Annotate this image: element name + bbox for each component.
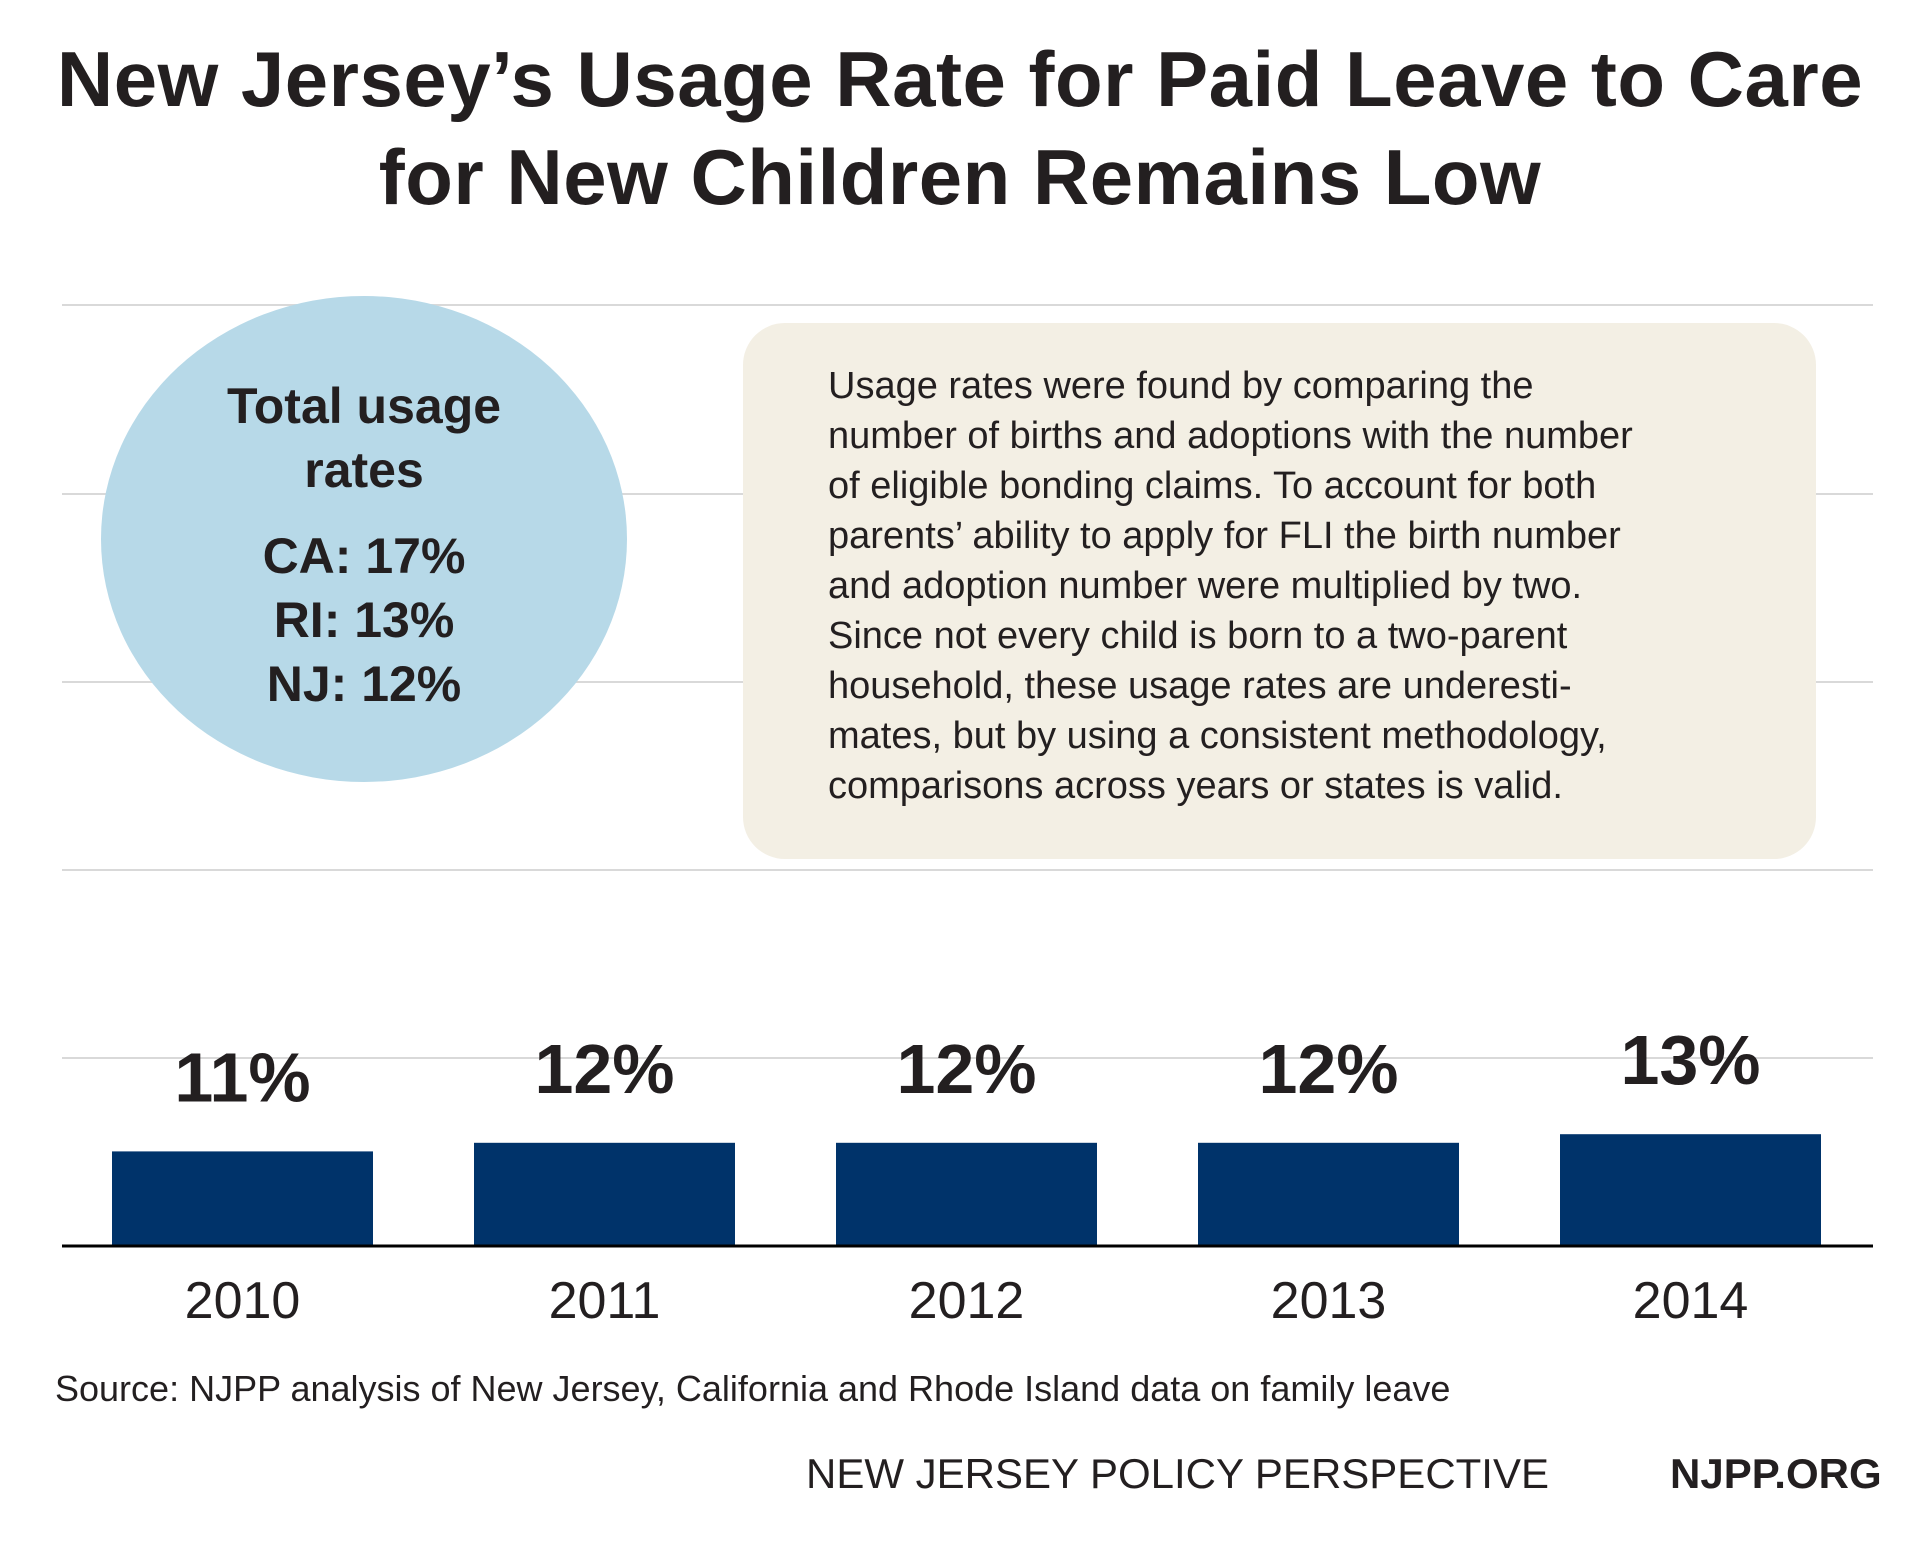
note-line: comparisons across years or states is va… [828, 765, 1563, 807]
rate-ca: CA: 17% [262, 528, 466, 584]
note-line: and adoption number were multiplied by t… [828, 565, 1583, 607]
note-line: number of births and adoptions with the … [828, 415, 1633, 457]
value-label-2010: 11% [174, 1038, 310, 1116]
x-tick-label-2012: 2012 [909, 1272, 1025, 1330]
title-line-2: for New Children Remains Low [378, 133, 1542, 221]
callout-rates: CA: 17% RI: 13% NJ: 12% [101, 524, 627, 716]
bars [112, 1134, 1821, 1246]
x-tick-label-2013: 2013 [1271, 1272, 1387, 1330]
value-labels: 11% 12% 12% 12% 13% [174, 1021, 1760, 1116]
x-tick-labels: 2010 2011 2012 2013 2014 [185, 1272, 1749, 1330]
footer-url: NJPP.ORG [1670, 1450, 1882, 1497]
x-tick-label-2010: 2010 [185, 1272, 301, 1330]
note-line: household, these usage rates are underes… [828, 665, 1572, 707]
x-tick-label-2011: 2011 [549, 1272, 661, 1330]
rate-ri: RI: 13% [273, 592, 455, 648]
rate-nj: NJ: 12% [266, 656, 462, 712]
note-line: mates, but by using a consistent methodo… [828, 715, 1607, 757]
value-label-2014: 13% [1620, 1021, 1760, 1099]
footer-organization: NEW JERSEY POLICY PERSPECTIVE [806, 1450, 1549, 1497]
value-label-2012: 12% [896, 1030, 1036, 1108]
x-tick-label-2014: 2014 [1633, 1272, 1749, 1330]
note-line: Usage rates were found by comparing the [828, 365, 1534, 407]
note-line: parents’ ability to apply for FLI the bi… [828, 515, 1621, 557]
source-note: Source: NJPP analysis of New Jersey, Cal… [55, 1368, 1451, 1409]
methodology-note: Usage rates were found by comparing the … [743, 323, 1816, 859]
value-label-2013: 12% [1258, 1030, 1398, 1108]
note-line: of eligible bonding claims. To account f… [828, 465, 1597, 507]
bar-2010 [112, 1151, 373, 1246]
callout-heading-line-2: rates [304, 442, 424, 498]
note-line: Since not every child is born to a two-p… [828, 615, 1568, 657]
chart-title: New Jersey’s Usage Rate for Paid Leave t… [0, 30, 1920, 226]
value-label-2011: 12% [534, 1030, 674, 1108]
bar-2014 [1560, 1134, 1821, 1246]
callout-heading: Total usage rates [101, 374, 627, 502]
callout-heading-line-1: Total usage [226, 378, 502, 434]
bar-2011 [474, 1142, 735, 1246]
usage-rates-callout: Total usage rates CA: 17% RI: 13% NJ: 12… [101, 296, 627, 782]
bar-2012 [836, 1142, 1097, 1246]
bar-2013 [1198, 1142, 1459, 1246]
title-line-1: New Jersey’s Usage Rate for Paid Leave t… [56, 35, 1864, 123]
